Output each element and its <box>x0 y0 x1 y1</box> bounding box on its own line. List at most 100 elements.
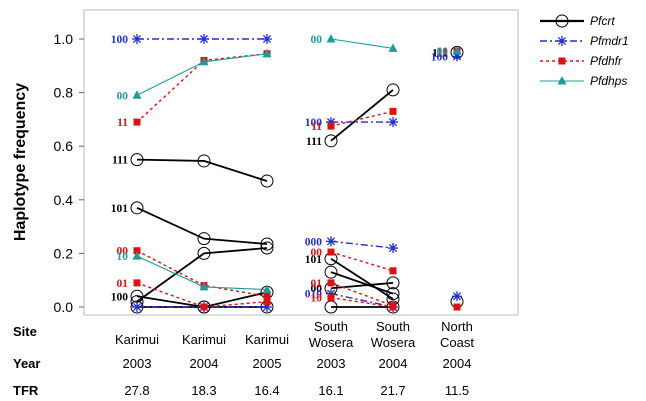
data-point-pfdhps <box>326 34 336 43</box>
series-pfcrt-111 <box>324 83 400 148</box>
series-line <box>330 89 394 142</box>
series-pfdhps-00 <box>132 48 272 99</box>
haplotype-label: 01 <box>117 278 129 290</box>
haplotype-label: 10 <box>311 293 323 305</box>
data-point-pfmdr1 <box>452 51 462 62</box>
haplotype-label: 010 <box>305 289 323 301</box>
legend-item-pfdhps: Pfdhps <box>540 74 627 88</box>
series-pfcrt-111 <box>130 153 274 188</box>
site-label: South <box>376 319 410 334</box>
series-pfdhps-00 <box>326 34 398 52</box>
series-line <box>330 38 394 49</box>
site-label: Karimui <box>115 332 159 347</box>
y-tick-label: 0.8 <box>54 85 74 101</box>
data-point-pfcrt <box>260 237 274 251</box>
legend-label: Pfdhfr <box>590 54 623 68</box>
data-point-pfdhps <box>199 56 209 66</box>
data-point-pfdhfr <box>389 303 397 311</box>
y-tick-label: 0.0 <box>54 299 74 315</box>
tfr-value: 21.7 <box>380 383 405 398</box>
series-line <box>330 251 394 272</box>
plot-frame <box>83 9 519 316</box>
series-line <box>136 250 268 297</box>
data-point-pfcrt <box>260 174 274 188</box>
series-line <box>330 296 394 308</box>
sample-table: Site Year TFR Karimui 2003 27.8 Karimui 2004 18.… <box>13 319 474 398</box>
haplotype-label: 100 <box>111 34 129 46</box>
data-point-pfcrt <box>386 83 400 97</box>
series-pfcrt-101 <box>130 201 274 251</box>
data-point-pfdhps <box>132 251 142 260</box>
data-point-pfdhfr <box>327 122 335 130</box>
data-point-pfdhps <box>452 46 462 55</box>
haplotype-label: 100 <box>111 291 129 303</box>
legend-label: Pfcrt <box>590 14 615 28</box>
data-point-pfdhfr <box>327 248 335 256</box>
haplotype-label: 11 <box>117 117 128 129</box>
haplotype-label: 000 <box>305 236 323 248</box>
series-line <box>136 207 268 245</box>
haplotype-label: 10 <box>117 251 129 263</box>
legend-marker <box>557 36 567 46</box>
year-value: 2004 <box>443 356 472 371</box>
data-point-pfcrt <box>386 276 400 290</box>
legend-item-pfmdr1: Pfmdr1 <box>540 34 629 48</box>
tfr-value: 18.3 <box>191 383 216 398</box>
series-pfcrt <box>130 241 274 309</box>
series-line <box>330 240 394 249</box>
site-label: Coast <box>440 335 474 350</box>
series-line <box>136 247 268 303</box>
series-group <box>130 34 464 314</box>
series-line <box>330 271 394 295</box>
tfr-value: 11.5 <box>445 383 469 398</box>
legend: Pfcrt Pfmdr1 Pfdhfr Pfdhps <box>540 14 629 88</box>
data-point-pfdhps <box>262 284 272 294</box>
y-tick-label: 1.0 <box>54 31 74 47</box>
data-point-pfmdr1 <box>132 34 142 44</box>
haplotype-label: 11 <box>311 121 322 133</box>
haplotype-label: 111 <box>306 136 322 148</box>
haplotype-label: 100 <box>305 117 323 129</box>
site-label: Wosera <box>371 335 416 350</box>
data-point-pfcrt <box>324 265 338 279</box>
y-tick-label: 0.2 <box>54 245 74 261</box>
data-point-pfmdr1 <box>262 34 272 44</box>
year-value: 2004 <box>190 356 219 371</box>
data-point-pfmdr1 <box>262 302 272 312</box>
series-line <box>330 292 394 308</box>
data-point-pfdhfr <box>263 298 271 306</box>
legend-item-pfcrt: Pfcrt <box>540 14 615 28</box>
data-point-pfcrt <box>130 201 144 215</box>
data-point-pfdhps <box>388 43 398 52</box>
data-point-pfdhfr <box>133 279 141 287</box>
series-pfmdr1-100 <box>326 117 398 128</box>
data-point-pfdhfr <box>200 303 208 311</box>
haplotype-label: 00 <box>311 34 323 46</box>
year-value: 2004 <box>379 356 408 371</box>
data-point-pfmdr1 <box>388 117 398 128</box>
y-tick-label: 0.4 <box>54 192 74 208</box>
data-point-pfcrt <box>197 246 211 260</box>
data-point-pfdhps <box>132 90 142 99</box>
series-pfdhfr-01 <box>133 279 271 311</box>
series-pfdhps-00 <box>452 46 462 55</box>
data-point-pfcrt <box>324 134 338 148</box>
data-point-pfdhps <box>262 48 272 58</box>
legend-label: Pfdhps <box>590 74 627 88</box>
legend-marker <box>557 76 567 85</box>
series-pfmdr1-000 <box>326 236 398 254</box>
series-pfmdr1-100 <box>452 51 462 62</box>
haplotype-label: 100 <box>431 51 449 63</box>
site-label: South <box>314 319 348 334</box>
data-point-pfdhfr <box>263 292 271 300</box>
series-pfdhfr-11 <box>327 107 397 130</box>
data-point-pfcrt <box>197 232 211 246</box>
haplotype-label: 00 <box>437 46 449 58</box>
haplotype-label: 00 <box>311 247 323 259</box>
haplotype-label: 01 <box>311 278 323 290</box>
series-line <box>330 282 394 307</box>
data-point-pfdhps <box>199 281 209 291</box>
y-tick-label: 0.6 <box>54 138 74 154</box>
site-label: North <box>441 319 473 334</box>
